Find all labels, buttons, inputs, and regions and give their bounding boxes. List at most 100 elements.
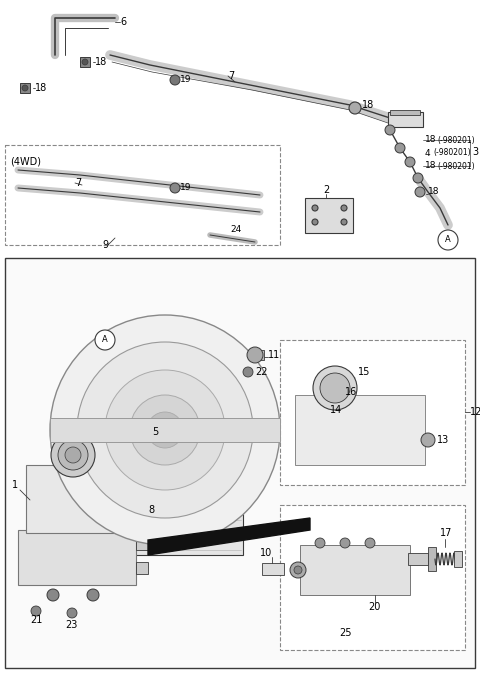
Circle shape: [341, 219, 347, 225]
Text: 10: 10: [260, 548, 272, 558]
Text: 7: 7: [75, 178, 81, 188]
Polygon shape: [148, 518, 310, 555]
Text: A: A: [445, 235, 451, 245]
Text: 18: 18: [362, 100, 374, 110]
Text: 11: 11: [268, 350, 280, 360]
Circle shape: [395, 143, 405, 153]
Text: 18: 18: [35, 83, 47, 93]
Text: 12: 12: [470, 407, 480, 417]
Circle shape: [294, 566, 302, 574]
Text: 9: 9: [102, 240, 108, 250]
Bar: [5, 258, 475, 668]
Bar: [280, 340, 465, 485]
Text: 8: 8: [148, 505, 154, 515]
Circle shape: [47, 589, 59, 601]
Text: 19: 19: [180, 183, 192, 193]
Text: 25: 25: [339, 628, 351, 638]
Circle shape: [290, 562, 306, 578]
Circle shape: [312, 205, 318, 211]
Circle shape: [77, 342, 253, 518]
Text: 20: 20: [368, 602, 380, 612]
Text: 1: 1: [12, 480, 18, 490]
Text: 18: 18: [425, 162, 436, 171]
Bar: [300, 545, 410, 595]
Circle shape: [312, 219, 318, 225]
Circle shape: [313, 366, 357, 410]
Text: A: A: [102, 336, 108, 344]
Bar: [88, 460, 243, 555]
Bar: [136, 538, 148, 550]
Circle shape: [340, 538, 350, 548]
Bar: [408, 553, 428, 565]
Circle shape: [413, 173, 423, 183]
Circle shape: [82, 59, 88, 65]
Circle shape: [385, 125, 395, 135]
Bar: [390, 110, 420, 115]
Circle shape: [87, 589, 99, 601]
Text: 3: 3: [472, 147, 478, 157]
Circle shape: [315, 538, 325, 548]
Circle shape: [349, 102, 361, 114]
Circle shape: [170, 183, 180, 193]
Text: 2: 2: [323, 185, 329, 195]
Bar: [262, 563, 284, 575]
Text: 15: 15: [358, 367, 371, 377]
Circle shape: [95, 330, 115, 350]
Circle shape: [247, 347, 263, 363]
Circle shape: [341, 205, 347, 211]
Circle shape: [130, 395, 200, 465]
Bar: [454, 551, 462, 567]
Text: 17: 17: [440, 528, 452, 538]
Circle shape: [31, 606, 41, 616]
Text: 7: 7: [228, 71, 234, 81]
Circle shape: [320, 373, 350, 403]
Text: 6: 6: [120, 17, 126, 27]
Text: 14: 14: [330, 405, 342, 415]
Bar: [136, 562, 148, 574]
Circle shape: [438, 230, 458, 250]
Bar: [388, 112, 423, 127]
Circle shape: [147, 412, 183, 448]
Circle shape: [421, 433, 435, 447]
Text: (-980201): (-980201): [437, 162, 475, 171]
Circle shape: [51, 433, 95, 477]
Bar: [80, 57, 90, 67]
Text: 18: 18: [428, 187, 440, 197]
Text: (-980201): (-980201): [433, 148, 470, 158]
Circle shape: [105, 370, 225, 490]
Text: 18: 18: [425, 135, 436, 144]
Bar: [428, 547, 436, 571]
Text: 16: 16: [345, 387, 357, 397]
Circle shape: [243, 367, 253, 377]
Circle shape: [58, 440, 88, 470]
Text: 18: 18: [95, 57, 107, 67]
Circle shape: [22, 85, 28, 91]
Circle shape: [67, 608, 77, 618]
Bar: [18, 530, 136, 585]
Text: 24: 24: [230, 226, 241, 235]
Bar: [50, 418, 280, 442]
Text: (-980201): (-980201): [437, 135, 475, 144]
Circle shape: [170, 75, 180, 85]
Circle shape: [415, 187, 425, 197]
Bar: [5, 145, 280, 245]
Text: (4WD): (4WD): [10, 157, 41, 167]
Bar: [295, 395, 425, 465]
Circle shape: [65, 447, 81, 463]
Bar: [248, 350, 264, 360]
Bar: [20, 83, 30, 93]
Bar: [26, 465, 121, 533]
Text: 22: 22: [255, 367, 267, 377]
Text: 21: 21: [30, 615, 42, 625]
Text: 4: 4: [425, 148, 431, 158]
Text: 5: 5: [152, 427, 158, 437]
Circle shape: [405, 157, 415, 167]
Circle shape: [157, 422, 173, 438]
Text: 19: 19: [180, 75, 192, 84]
Circle shape: [50, 315, 280, 545]
Circle shape: [365, 538, 375, 548]
Bar: [305, 198, 353, 233]
Text: 13: 13: [437, 435, 449, 445]
Text: 23: 23: [65, 620, 77, 630]
Bar: [280, 505, 465, 650]
